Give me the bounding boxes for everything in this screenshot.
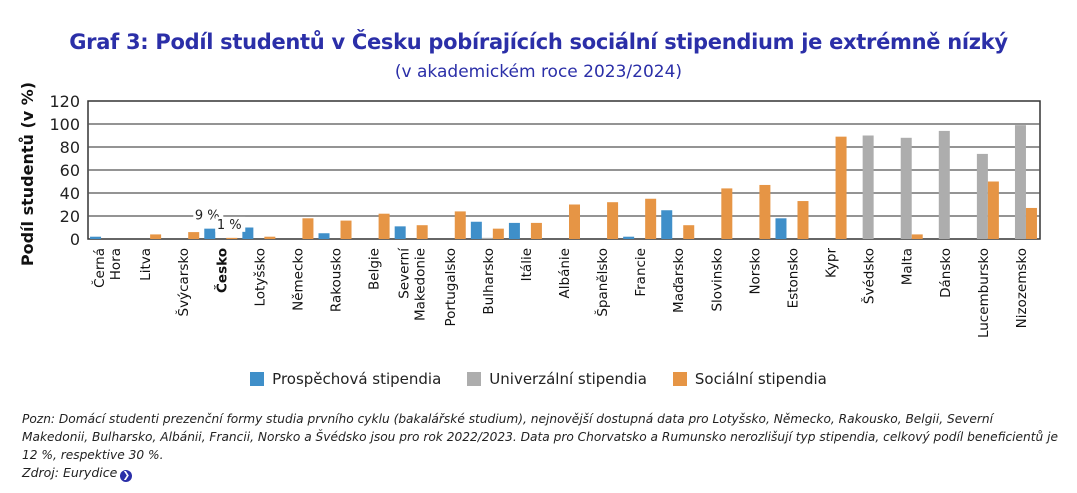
bar <box>835 136 847 239</box>
y-tick-label: 100 <box>49 115 80 134</box>
x-tick-label: Lucembursko <box>976 248 992 338</box>
bar <box>683 225 695 239</box>
bar <box>721 188 733 239</box>
bar <box>378 213 390 239</box>
bar <box>530 222 542 239</box>
legend-item: Sociální stipendia <box>672 370 827 388</box>
bar <box>340 220 352 239</box>
x-tick-label: Litva <box>138 248 154 281</box>
bar <box>569 204 580 239</box>
bar <box>188 232 200 239</box>
bar <box>911 234 923 239</box>
source-link[interactable]: Eurydice <box>62 465 118 480</box>
bar <box>508 222 520 239</box>
x-tick-label: Itálie <box>519 248 535 281</box>
legend-item: Univerzální stipendia <box>467 370 647 388</box>
y-tick-label: 0 <box>70 230 80 249</box>
bar <box>607 202 619 239</box>
x-tick-label: Dánsko <box>938 248 954 298</box>
x-tick-label: Estonsko <box>785 248 801 308</box>
bar <box>759 184 771 239</box>
y-tick-label: 40 <box>60 184 80 203</box>
x-tick-label: Česko <box>212 248 230 293</box>
bar <box>318 233 330 239</box>
legend-swatch <box>672 372 687 386</box>
x-tick-label: Kypr <box>824 248 840 278</box>
bar <box>481 237 493 239</box>
bar <box>938 130 950 239</box>
x-tick-label: Bulharsko <box>481 248 497 315</box>
bar <box>623 236 635 239</box>
bar <box>797 201 809 239</box>
footnote: Pozn: Domácí studenti prezenční formy st… <box>22 412 1059 462</box>
bar <box>645 198 657 239</box>
bar <box>492 228 504 239</box>
bar <box>862 135 874 239</box>
y-tick-label: 20 <box>60 207 80 226</box>
annotation-bg <box>215 216 246 232</box>
bar <box>661 210 673 239</box>
x-tick-label: Belgie <box>367 248 383 290</box>
bar <box>264 236 276 239</box>
legend: Prospěchová stipendia Univerzální stipend… <box>0 370 1077 388</box>
x-tick-label: Německo <box>290 248 306 311</box>
x-tick-label: Švédsko <box>860 248 878 304</box>
bar <box>1014 125 1026 239</box>
chart-subtitle: (v akademickém roce 2023/2024) <box>394 62 683 82</box>
chevron-right-icon[interactable]: ❯ <box>120 470 133 482</box>
x-tick-label: SeverníMakedonie <box>397 247 429 321</box>
x-tick-label: Portugalsko <box>443 248 459 327</box>
x-tick-label: Maďarsko <box>671 248 687 313</box>
legend-swatch <box>250 372 265 386</box>
x-tick-label: Nizozemsko <box>1014 248 1030 328</box>
y-axis-label: Podíl studentů (v %) <box>18 82 37 266</box>
bar <box>1025 207 1037 239</box>
chart-title: Graf 3: Podíl studentů v Česku pobírajíc… <box>69 30 1008 54</box>
x-tick-label: Norsko <box>747 248 763 295</box>
y-tick-label: 120 <box>49 92 80 111</box>
bar <box>416 225 428 239</box>
y-tick-label: 80 <box>60 138 80 157</box>
data-label: 9 % <box>195 209 220 224</box>
bar <box>454 211 466 239</box>
bar <box>226 237 238 239</box>
x-tick-label: Slovinsko <box>709 248 725 312</box>
x-tick-label: Francie <box>633 248 649 297</box>
x-tick-label: ČernáHora <box>90 248 124 288</box>
bar <box>775 218 787 239</box>
x-tick-label: Rakousko <box>329 248 345 312</box>
x-tick-label: Albánie <box>557 248 573 298</box>
source: Zdroj: Eurydice ❯ <box>22 465 133 482</box>
legend-label: Prospěchová stipendia <box>272 370 442 388</box>
bar <box>242 227 254 239</box>
source-label: Zdroj: <box>22 465 59 480</box>
x-tick-label: Švýcarsko <box>174 248 192 316</box>
bar <box>900 137 912 239</box>
legend-item: Prospěchová stipendia <box>250 370 441 388</box>
bar <box>90 236 102 239</box>
bar-chart: 0 20 40 60 80 100 120 Podíl studentů (v %) Černá… <box>18 82 1041 338</box>
bar <box>976 153 988 239</box>
x-tick-label: Lotyšsko <box>252 248 268 307</box>
legend-label: Univerzální stipendia <box>489 370 647 388</box>
legend-label: Sociální stipendia <box>694 370 827 388</box>
bar <box>394 226 406 239</box>
x-tick-label: Malta <box>900 248 916 285</box>
y-tick-label: 60 <box>60 161 80 180</box>
bar <box>204 228 216 239</box>
data-label: 1 % <box>217 218 242 233</box>
bar <box>987 181 999 239</box>
bar <box>470 221 482 239</box>
x-tick-label: Španělsko <box>593 248 611 317</box>
bar <box>150 234 162 239</box>
bar <box>302 218 314 239</box>
legend-swatch <box>467 372 482 386</box>
